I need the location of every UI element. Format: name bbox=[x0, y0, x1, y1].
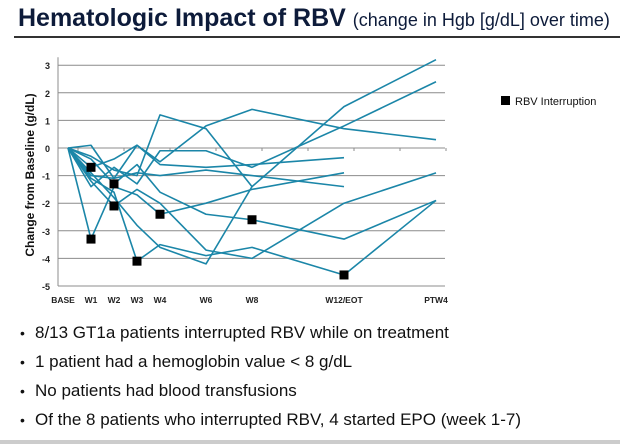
interruption-marker bbox=[86, 234, 96, 244]
y-tick-label: -2 bbox=[42, 199, 50, 209]
bullet-list: 8/13 GT1a patients interrupted RBV while… bbox=[20, 318, 521, 434]
x-tick-label: W8 bbox=[246, 295, 259, 305]
series-line bbox=[67, 81, 437, 188]
legend: RBV Interruption bbox=[501, 96, 596, 108]
y-tick-label: -1 bbox=[42, 172, 50, 182]
x-tick-label: W6 bbox=[200, 295, 213, 305]
y-tick-labels: 3 2 1 0 -1 -2 -3 -4 -5 bbox=[42, 61, 50, 292]
y-tick-label: 3 bbox=[45, 61, 50, 71]
series-line bbox=[67, 147, 437, 240]
interruption-marker bbox=[247, 215, 257, 225]
interruption-marker bbox=[86, 162, 96, 172]
y-tick-label: 0 bbox=[45, 144, 50, 154]
title-divider bbox=[14, 36, 620, 38]
series-line bbox=[67, 147, 345, 240]
bottom-bar bbox=[0, 440, 620, 444]
x-tick-label: W1 bbox=[85, 295, 98, 305]
x-tick-label: PTW4 bbox=[424, 295, 448, 305]
y-axis-label: Change from Baseline (g/dL) bbox=[23, 93, 37, 256]
interruption-markers bbox=[86, 162, 349, 280]
interruption-marker bbox=[155, 209, 165, 219]
series-line bbox=[67, 144, 345, 169]
title-main: Hematologic Impact of RBV bbox=[18, 4, 346, 32]
y-tick-label: -3 bbox=[42, 227, 50, 237]
series-line bbox=[67, 58, 437, 188]
bullet-item: 8/13 GT1a patients interrupted RBV while… bbox=[20, 318, 521, 347]
series-line bbox=[67, 147, 253, 265]
x-tick-label: W2 bbox=[108, 295, 121, 305]
legend-marker bbox=[501, 96, 510, 105]
bullet-item: 1 patient had a hemoglobin value < 8 g/d… bbox=[20, 347, 521, 376]
series-lines bbox=[67, 58, 437, 276]
series-line bbox=[67, 147, 437, 276]
x-tick-labels: BASE W1 W2 W3 W4 W6 W8 W12/EOT PTW4 bbox=[51, 295, 448, 305]
x-tick-label: W12/EOT bbox=[325, 295, 363, 305]
interruption-marker bbox=[109, 179, 119, 189]
y-tick-label: -4 bbox=[42, 254, 50, 264]
bullet-item: No patients had blood transfusions bbox=[20, 376, 521, 405]
y-tick-label: 2 bbox=[45, 89, 50, 99]
gridlines bbox=[57, 57, 447, 287]
x-tick-label: W4 bbox=[154, 295, 167, 305]
x-tick-label: BASE bbox=[51, 295, 75, 305]
bullet-item: Of the 8 patients who interrupted RBV, 4… bbox=[20, 405, 521, 434]
series-line bbox=[67, 108, 437, 180]
y-tick-label: -5 bbox=[42, 282, 50, 292]
x-tick-label: W3 bbox=[131, 295, 144, 305]
interruption-marker bbox=[109, 201, 119, 211]
y-tick-label: 1 bbox=[45, 116, 50, 126]
interruption-marker bbox=[132, 256, 142, 266]
legend-label: RBV Interruption bbox=[515, 96, 596, 108]
series-line bbox=[67, 147, 437, 260]
title-subtitle: (change in Hgb [g/dL] over time) bbox=[352, 10, 610, 30]
hgb-line-chart: 3 2 1 0 -1 -2 -3 -4 -5 BASE W1 W2 W3 W4 W6 W8 W12/EOT PT… bbox=[23, 57, 596, 305]
interruption-marker bbox=[339, 270, 349, 280]
slide-title: Hematologic Impact of RBV (change in Hgb… bbox=[18, 4, 610, 33]
